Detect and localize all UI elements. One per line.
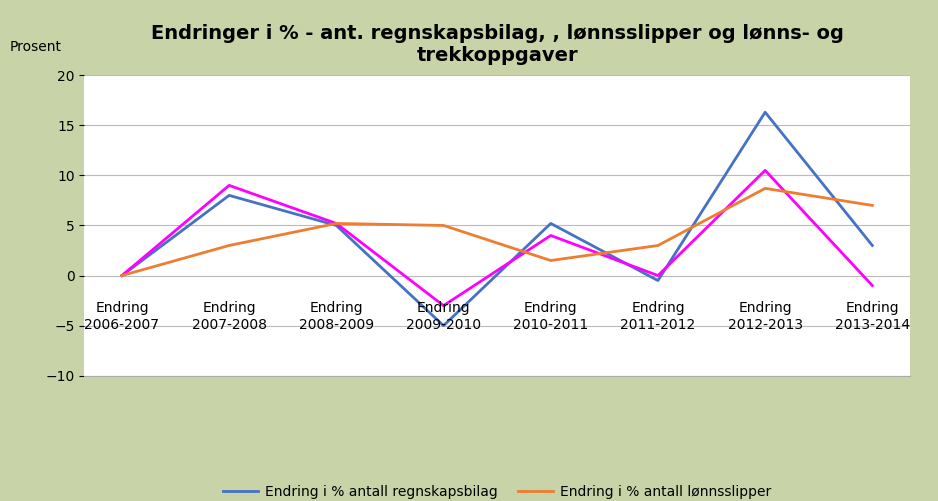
Text: Prosent: Prosent [9,40,61,54]
Endring i % antall LTO [223,182,234,188]
Text: 2011-2012: 2011-2012 [620,318,696,332]
Endring i % antall LTO [331,220,342,226]
Endring i % antall lønnsslipper [331,220,342,226]
Title: Endringer i % - ant. regnskapsbilag, , lønnsslipper og lønns- og
trekkoppgaver: Endringer i % - ant. regnskapsbilag, , l… [151,24,843,65]
Text: 2012-2013: 2012-2013 [728,318,803,332]
Legend: Endring i % antall regnskapsbilag, Endring i % antall LTO, Endring i % antall lø: Endring i % antall regnskapsbilag, Endri… [218,479,777,501]
Endring i % antall regnskapsbilag [438,323,449,329]
Endring i % antall lønnsslipper [545,258,556,264]
Text: 2007-2008: 2007-2008 [191,318,266,332]
Text: Endring: Endring [631,301,685,315]
Endring i % antall regnskapsbilag [760,109,771,115]
Endring i % antall regnskapsbilag [652,278,663,284]
Endring i % antall LTO [438,303,449,309]
Endring i % antall regnskapsbilag [545,220,556,226]
Text: 2006-2007: 2006-2007 [84,318,159,332]
Endring i % antall LTO [545,232,556,238]
Endring i % antall LTO [116,273,128,279]
Line: Endring i % antall lønnsslipper: Endring i % antall lønnsslipper [122,188,872,276]
Text: Endring: Endring [524,301,578,315]
Text: Endring: Endring [416,301,470,315]
Endring i % antall lønnsslipper [223,242,234,248]
Endring i % antall lønnsslipper [760,185,771,191]
Endring i % antall regnskapsbilag [116,273,128,279]
Endring i % antall LTO [652,273,663,279]
Endring i % antall LTO [867,283,878,289]
Text: 2009-2010: 2009-2010 [406,318,481,332]
Text: 2008-2009: 2008-2009 [299,318,374,332]
Endring i % antall lønnsslipper [438,222,449,228]
Text: Endring: Endring [310,301,363,315]
Text: Endring: Endring [738,301,792,315]
Endring i % antall regnskapsbilag [331,222,342,228]
Line: Endring i % antall regnskapsbilag: Endring i % antall regnskapsbilag [122,112,872,326]
Text: 2010-2011: 2010-2011 [513,318,588,332]
Endring i % antall regnskapsbilag [223,192,234,198]
Endring i % antall LTO [760,167,771,173]
Text: Endring: Endring [845,301,900,315]
Text: Endring: Endring [95,301,149,315]
Endring i % antall lønnsslipper [116,273,128,279]
Endring i % antall lønnsslipper [867,202,878,208]
Text: 2013-2014: 2013-2014 [835,318,910,332]
Endring i % antall lønnsslipper [652,242,663,248]
Text: Endring: Endring [203,301,256,315]
Line: Endring i % antall LTO: Endring i % antall LTO [122,170,872,306]
Endring i % antall regnskapsbilag [867,242,878,248]
